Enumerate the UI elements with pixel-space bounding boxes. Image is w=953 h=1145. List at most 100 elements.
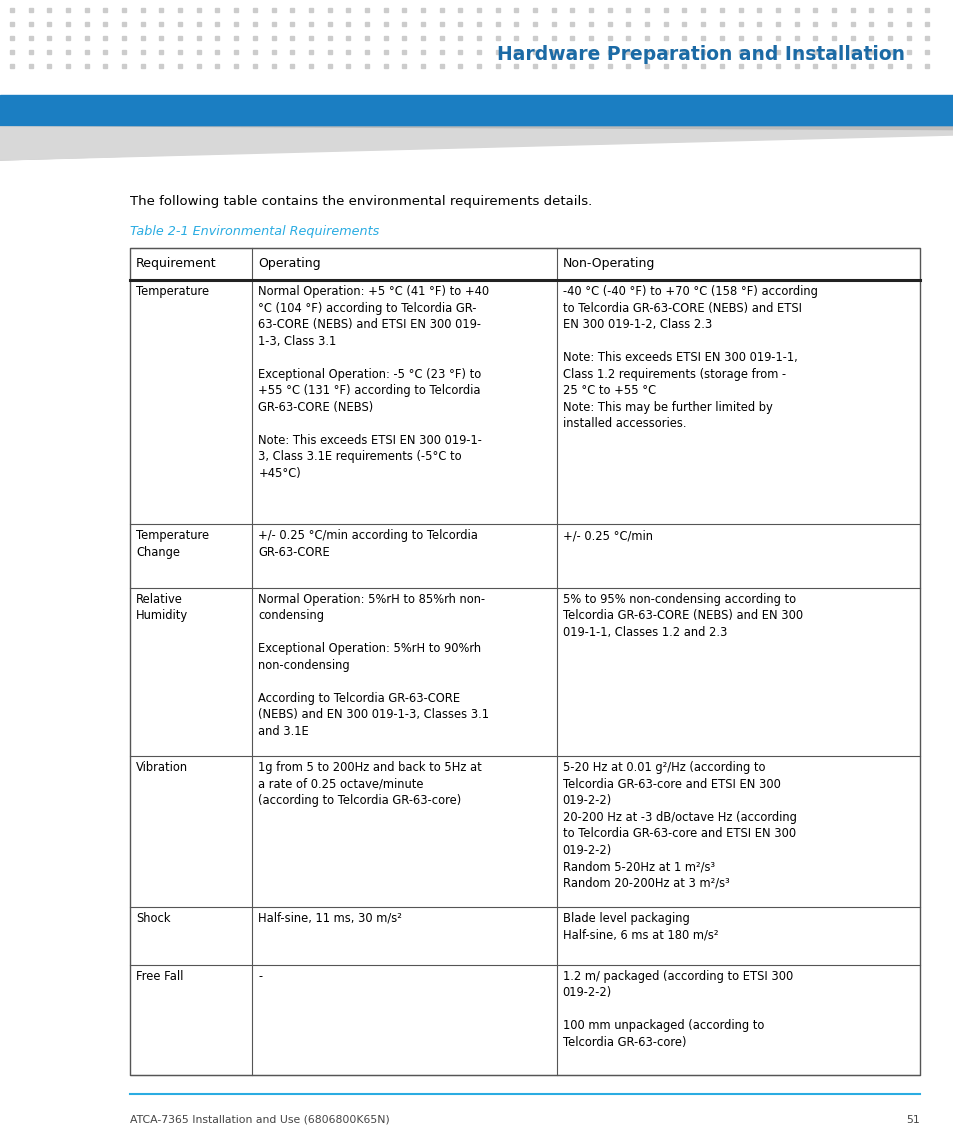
Bar <box>383 22 387 26</box>
Bar <box>868 35 872 40</box>
Bar <box>439 64 443 68</box>
Bar <box>700 22 704 26</box>
Bar <box>10 50 14 54</box>
Bar <box>700 35 704 40</box>
Bar <box>215 64 219 68</box>
Bar <box>850 22 854 26</box>
Bar <box>588 8 593 11</box>
Polygon shape <box>0 127 953 160</box>
Bar <box>402 35 406 40</box>
Bar <box>496 64 499 68</box>
Text: Half-sine, 11 ms, 30 m/s²: Half-sine, 11 ms, 30 m/s² <box>258 911 402 925</box>
Bar <box>215 8 219 11</box>
Bar <box>831 22 835 26</box>
Text: Temperature: Temperature <box>136 285 209 299</box>
Bar <box>178 22 182 26</box>
Bar <box>48 50 51 54</box>
Bar <box>66 50 70 54</box>
Bar <box>309 50 313 54</box>
Bar <box>272 64 275 68</box>
Bar <box>48 64 51 68</box>
Bar <box>850 35 854 40</box>
Bar <box>253 35 256 40</box>
Bar <box>551 64 556 68</box>
Bar <box>794 50 798 54</box>
Bar <box>738 8 741 11</box>
Bar <box>831 64 835 68</box>
Bar <box>402 64 406 68</box>
Bar <box>66 22 70 26</box>
Bar <box>196 35 200 40</box>
Bar <box>812 35 817 40</box>
Bar <box>868 50 872 54</box>
Bar <box>924 50 928 54</box>
Text: Temperature
Change: Temperature Change <box>136 529 209 559</box>
Bar <box>402 8 406 11</box>
Bar <box>644 50 648 54</box>
Bar <box>905 22 910 26</box>
Bar <box>570 64 574 68</box>
Bar <box>85 22 89 26</box>
Bar <box>10 35 14 40</box>
Bar <box>476 8 480 11</box>
Bar <box>831 50 835 54</box>
Bar <box>514 50 517 54</box>
Bar <box>905 50 910 54</box>
Bar <box>607 22 611 26</box>
Bar <box>383 64 387 68</box>
Bar <box>607 8 611 11</box>
Bar <box>130 248 919 1075</box>
Bar <box>103 64 108 68</box>
Bar <box>775 22 779 26</box>
Bar <box>626 35 630 40</box>
Bar <box>159 64 163 68</box>
Bar <box>159 22 163 26</box>
Bar <box>700 50 704 54</box>
Bar <box>141 22 145 26</box>
Bar <box>496 50 499 54</box>
Bar <box>681 50 686 54</box>
Bar <box>887 64 891 68</box>
Bar <box>514 8 517 11</box>
Bar <box>233 35 238 40</box>
Bar <box>496 8 499 11</box>
Bar <box>29 35 32 40</box>
Bar <box>514 35 517 40</box>
Bar <box>607 50 611 54</box>
Bar <box>794 8 798 11</box>
Bar <box>794 35 798 40</box>
Bar <box>757 8 760 11</box>
Bar <box>290 8 294 11</box>
Bar <box>290 50 294 54</box>
Bar <box>457 8 462 11</box>
Bar <box>420 8 424 11</box>
Text: +/- 0.25 °C/min: +/- 0.25 °C/min <box>562 529 652 542</box>
Bar <box>476 35 480 40</box>
Bar <box>309 64 313 68</box>
Bar <box>159 8 163 11</box>
Bar <box>794 22 798 26</box>
Bar <box>66 8 70 11</box>
Text: Non-Operating: Non-Operating <box>562 258 655 270</box>
Text: 51: 51 <box>905 1115 919 1126</box>
Bar <box>439 35 443 40</box>
Bar <box>738 64 741 68</box>
Bar <box>868 64 872 68</box>
Bar <box>626 22 630 26</box>
Bar <box>812 64 817 68</box>
Bar <box>850 8 854 11</box>
Text: -: - <box>258 970 262 982</box>
Bar <box>383 35 387 40</box>
Bar <box>720 64 723 68</box>
Bar <box>700 8 704 11</box>
Bar <box>887 22 891 26</box>
Bar <box>757 64 760 68</box>
Bar <box>757 35 760 40</box>
Bar <box>533 22 537 26</box>
Text: Table 2-1 Environmental Requirements: Table 2-1 Environmental Requirements <box>130 226 379 238</box>
Bar <box>309 35 313 40</box>
Bar <box>196 22 200 26</box>
Bar <box>551 8 556 11</box>
Bar <box>29 22 32 26</box>
Bar <box>868 22 872 26</box>
